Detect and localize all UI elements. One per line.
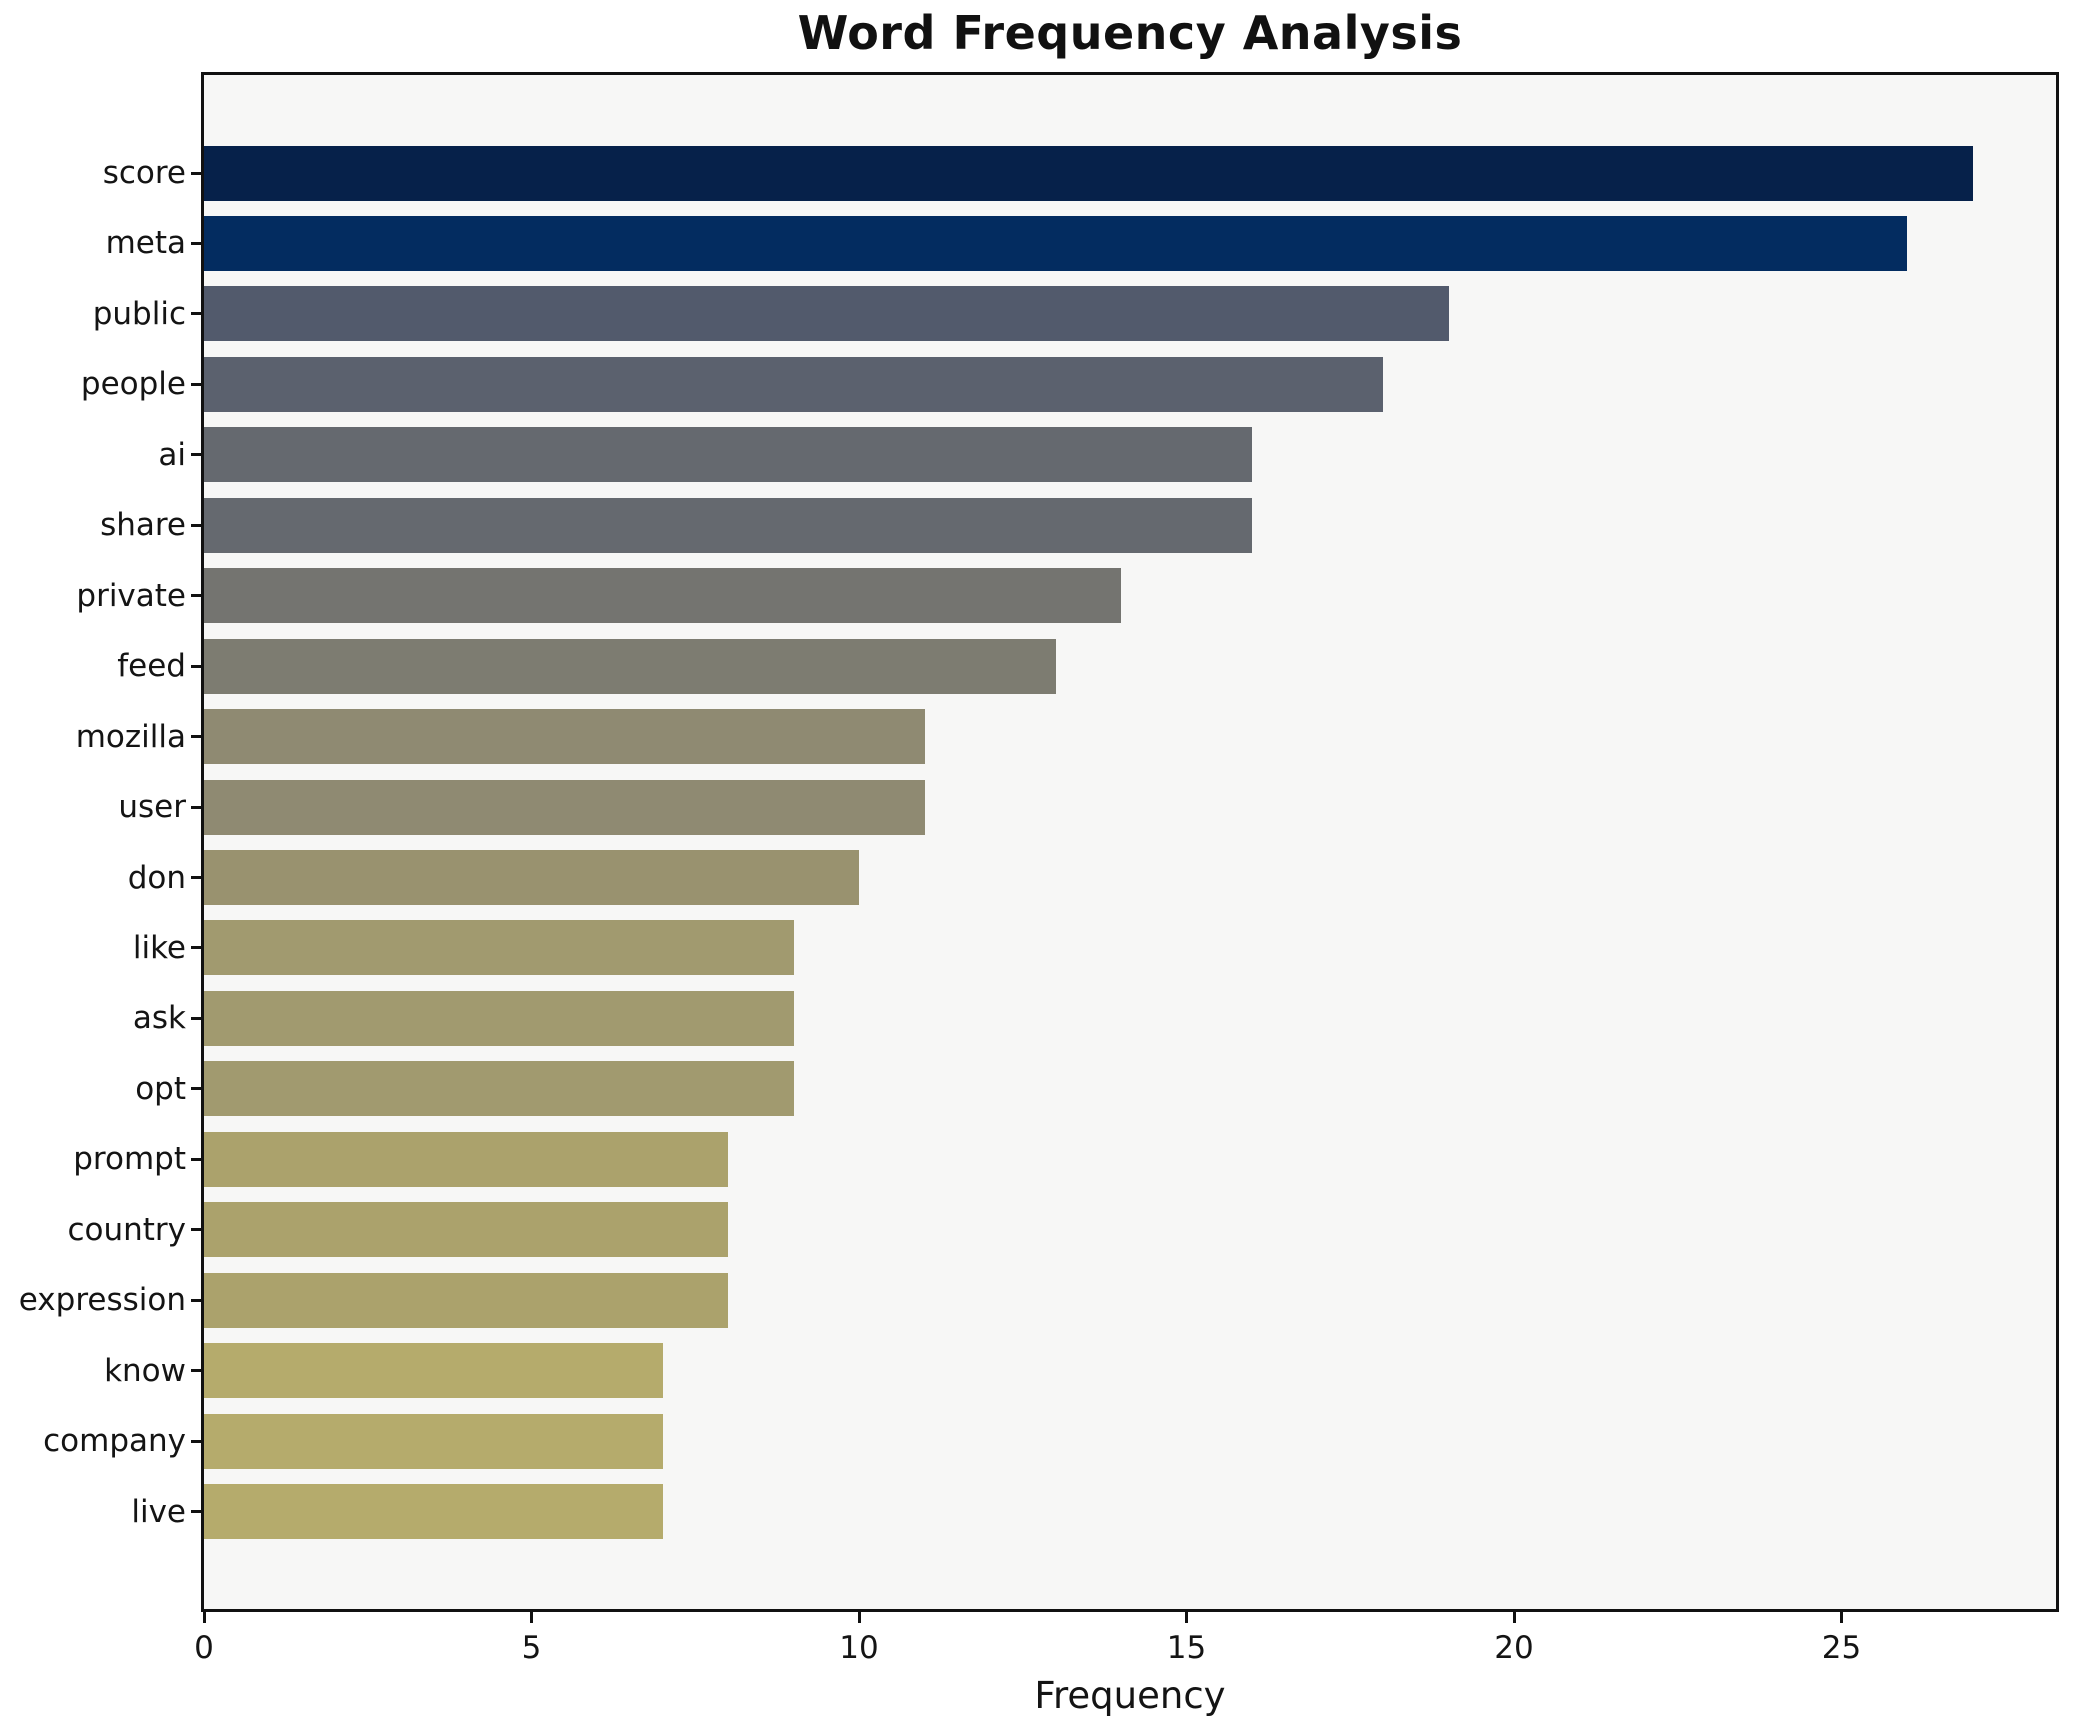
- y-tick-mark: [191, 523, 201, 527]
- y-tick-mark: [191, 1439, 201, 1443]
- bar-live: [204, 1484, 663, 1540]
- y-tick-mark: [191, 1157, 201, 1161]
- y-tick-label-live: live: [131, 1493, 186, 1530]
- bar-feed: [204, 638, 1056, 694]
- y-tick-mark: [191, 312, 201, 316]
- y-tick-mark: [191, 1298, 201, 1302]
- y-tick-label-ask: ask: [132, 1000, 186, 1037]
- bar-country: [204, 1202, 728, 1258]
- x-tick-mark: [1185, 1612, 1188, 1623]
- y-tick-label-ai: ai: [158, 436, 186, 473]
- bar-like: [204, 920, 794, 976]
- y-tick-label-opt: opt: [135, 1070, 186, 1107]
- x-tick-label-20: 20: [1494, 1630, 1534, 1666]
- x-tick-label-25: 25: [1821, 1630, 1862, 1666]
- y-tick-label-meta: meta: [105, 225, 186, 262]
- x-tick-label-10: 10: [839, 1630, 879, 1666]
- y-tick-label-expression: expression: [18, 1282, 186, 1319]
- y-tick-mark: [191, 1228, 201, 1232]
- bar-public: [204, 286, 1449, 342]
- y-tick-label-private: private: [76, 577, 186, 614]
- y-tick-label-company: company: [43, 1423, 186, 1460]
- bar-user: [204, 779, 925, 835]
- y-tick-mark: [191, 594, 201, 598]
- y-tick-mark: [191, 876, 201, 879]
- y-tick-label-share: share: [100, 507, 186, 544]
- y-tick-mark: [191, 1369, 201, 1373]
- y-tick-mark: [191, 1016, 201, 1020]
- y-tick-mark: [191, 171, 201, 175]
- y-tick-mark: [191, 805, 201, 809]
- y-tick-label-know: know: [104, 1352, 186, 1389]
- x-tick-mark: [530, 1612, 533, 1623]
- bar-prompt: [204, 1131, 728, 1187]
- bar-meta: [204, 215, 1907, 271]
- y-tick-label-public: public: [92, 295, 186, 332]
- bar-share: [204, 497, 1252, 553]
- y-tick-mark: [191, 664, 201, 668]
- bar-opt: [204, 1061, 794, 1117]
- y-tick-label-prompt: prompt: [73, 1141, 186, 1178]
- y-tick-mark: [191, 241, 201, 245]
- y-tick-label-mozilla: mozilla: [75, 718, 186, 755]
- y-tick-mark: [191, 1087, 201, 1091]
- y-tick-mark: [191, 453, 201, 457]
- y-tick-mark: [191, 735, 201, 739]
- bar-ask: [204, 990, 794, 1046]
- bar-know: [204, 1343, 663, 1399]
- y-tick-label-user: user: [118, 789, 186, 826]
- chart-title: Word Frequency Analysis: [797, 6, 1463, 60]
- plot-area: [201, 72, 2059, 1612]
- bar-expression: [204, 1272, 728, 1328]
- bar-don: [204, 850, 859, 905]
- y-tick-label-like: like: [132, 929, 186, 966]
- bar-ai: [204, 427, 1252, 483]
- bar-mozilla: [204, 709, 925, 765]
- x-tick-label-0: 0: [194, 1630, 214, 1666]
- x-tick-mark: [857, 1612, 861, 1623]
- y-tick-mark: [191, 382, 201, 386]
- y-tick-label-country: country: [67, 1211, 186, 1248]
- x-axis-label: Frequency: [1034, 1674, 1226, 1717]
- bar-company: [204, 1413, 663, 1469]
- y-tick-label-feed: feed: [117, 648, 186, 685]
- y-tick-label-score: score: [102, 155, 186, 191]
- y-tick-mark: [191, 1510, 201, 1514]
- x-tick-mark: [202, 1612, 206, 1623]
- x-tick-mark: [1840, 1612, 1843, 1623]
- y-tick-label-people: people: [80, 366, 186, 403]
- bar-score: [204, 145, 1973, 201]
- y-tick-mark: [191, 946, 201, 950]
- x-tick-label-5: 5: [521, 1630, 542, 1666]
- x-tick-mark: [1512, 1612, 1516, 1623]
- bar-private: [204, 568, 1121, 624]
- bar-people: [204, 356, 1383, 412]
- x-tick-label-15: 15: [1166, 1630, 1207, 1666]
- y-tick-label-don: don: [127, 859, 186, 896]
